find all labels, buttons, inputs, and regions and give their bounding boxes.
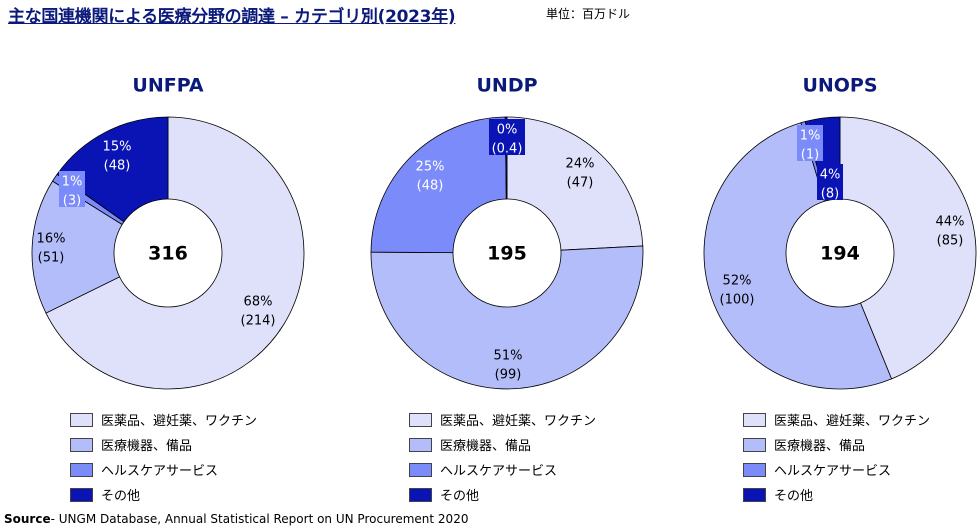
legend-item: 医薬品、避妊薬、ワクチン	[743, 407, 930, 432]
legend-label: ヘルスケアサービス	[101, 464, 219, 479]
legend-item: ヘルスケアサービス	[743, 457, 930, 482]
legend-label: 医薬品、避妊薬、ワクチン	[440, 414, 597, 429]
legend-label: 医療機器、備品	[774, 439, 866, 454]
legend-unfpa: 医薬品、避妊薬、ワクチン 医療機器、備品ヘルスケアサービス その他	[70, 407, 257, 507]
data-label-pct: 4%	[820, 168, 841, 183]
data-label-value: (48)	[417, 179, 444, 194]
legend-item: その他	[70, 482, 257, 507]
data-label-value: (8)	[821, 187, 839, 202]
data-label-pct: 16%	[37, 232, 66, 247]
chart-title: UNOPS	[802, 75, 877, 97]
legend-label: 医薬品、避妊薬、ワクチン	[101, 414, 258, 429]
legend-swatch	[409, 487, 432, 502]
pie-slice-2	[370, 245, 644, 390]
legend-swatch	[743, 437, 766, 452]
legend-label: その他	[440, 489, 480, 504]
data-label-value: (214)	[241, 314, 276, 329]
legend-label: 医薬品、避妊薬、ワクチン	[774, 414, 931, 429]
legend-swatch	[70, 437, 93, 452]
pie-slice-1	[839, 116, 977, 380]
center-total: 316	[148, 243, 188, 265]
data-label-pct: 25%	[416, 160, 445, 175]
center-total: 194	[820, 243, 860, 265]
legend-label: ヘルスケアサービス	[440, 464, 558, 479]
donut-hole	[452, 198, 562, 308]
legend-item: 医療機器、備品	[409, 432, 596, 457]
legend-item: その他	[409, 482, 596, 507]
legend-swatch	[743, 412, 766, 427]
data-label-pct: 51%	[494, 349, 523, 364]
data-label-value: (51)	[38, 251, 65, 266]
legend-swatch	[743, 462, 766, 477]
data-label-pct: 52%	[723, 274, 752, 289]
source-text: - UNGM Database, Annual Statistical Repo…	[50, 512, 469, 526]
donut-hole	[113, 198, 223, 308]
legend-item: ヘルスケアサービス	[70, 457, 257, 482]
legend-unops: 医薬品、避妊薬、ワクチン 医療機器、備品ヘルスケアサービス その他	[743, 407, 930, 507]
legend-item: ヘルスケアサービス	[409, 457, 596, 482]
legend-swatch	[70, 487, 93, 502]
legend-swatch	[409, 437, 432, 452]
legend-label: 医療機器、備品	[440, 439, 532, 454]
legend-item: 医療機器、備品	[743, 432, 930, 457]
legend-label: ヘルスケアサービス	[774, 464, 892, 479]
unit-label: 単位：百万ドル	[546, 7, 631, 21]
chart-unfpa: UNFPA 316 68% (214) 16% (51) 1% (3) 15% (48)	[31, 75, 305, 390]
legend-label: その他	[101, 489, 141, 504]
data-label-value: (1)	[801, 148, 819, 163]
data-label-pct: 44%	[936, 215, 965, 230]
label-box	[817, 164, 843, 200]
data-label-value: (99)	[495, 368, 522, 383]
data-label-pct: 68%	[244, 295, 273, 310]
chart-undp: UNDP 195 24% (47) 51% (99) 25% (48) 0% (0.4)	[370, 75, 644, 390]
data-label-value: (48)	[104, 159, 131, 174]
label-box	[489, 119, 525, 155]
data-label-value: (0.4)	[492, 142, 523, 157]
label-box	[797, 125, 823, 161]
data-label-pct: 0%	[497, 123, 518, 138]
center-total: 195	[487, 243, 527, 265]
chart-title: UNDP	[476, 75, 537, 97]
source-prefix: Source	[4, 512, 51, 526]
chart-title: UNFPA	[132, 75, 203, 97]
chart-unops: UNOPS 194 44% (85) 52% (100) 1% (1)4% (8)	[703, 75, 977, 390]
legend-swatch	[409, 412, 432, 427]
data-label-pct: 24%	[566, 157, 595, 172]
source-note: Source- UNGM Database, Annual Statistica…	[4, 512, 468, 526]
legend-swatch	[70, 412, 93, 427]
data-label-pct: 15%	[103, 140, 132, 155]
label-box	[59, 171, 85, 207]
data-label-value: (3)	[63, 194, 81, 209]
legend-swatch	[409, 462, 432, 477]
legend-undp: 医薬品、避妊薬、ワクチン 医療機器、備品ヘルスケアサービス その他	[409, 407, 596, 507]
data-label-pct: 1%	[62, 175, 83, 190]
legend-item: 医療機器、備品	[70, 432, 257, 457]
data-label-value: (85)	[937, 234, 964, 249]
data-label-pct: 1%	[800, 129, 821, 144]
legend-item: その他	[743, 482, 930, 507]
legend-swatch	[743, 487, 766, 502]
data-label-value: (47)	[567, 176, 594, 191]
legend-label: 医療機器、備品	[101, 439, 193, 454]
legend-item: 医薬品、避妊薬、ワクチン	[70, 407, 257, 432]
data-label-value: (100)	[720, 293, 755, 308]
legend-swatch	[70, 462, 93, 477]
page-title: 主な国連機関による医療分野の調達 – カテゴリ別(2023年)	[8, 7, 456, 27]
pie-slice-2	[31, 180, 169, 314]
legend-item: 医薬品、避妊薬、ワクチン	[409, 407, 596, 432]
legend-label: その他	[774, 489, 814, 504]
